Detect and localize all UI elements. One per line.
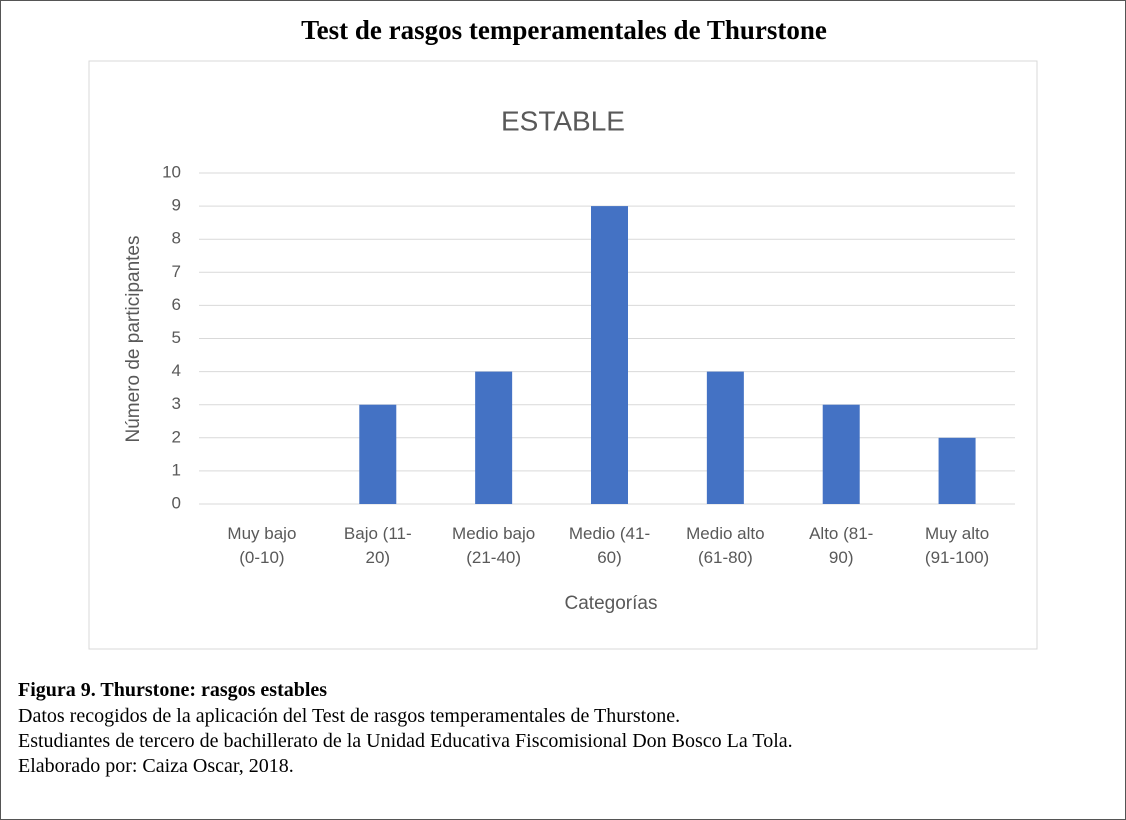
y-tick-label: 9 bbox=[172, 196, 181, 215]
y-tick-label: 10 bbox=[162, 162, 181, 181]
x-tick-label: Muy alto (91-100) bbox=[924, 524, 990, 567]
y-tick-label: 1 bbox=[172, 460, 181, 479]
chart-title: ESTABLE bbox=[501, 105, 625, 136]
y-tick-label: 4 bbox=[172, 361, 181, 380]
y-tick-label: 2 bbox=[172, 427, 181, 446]
x-tick-label: Medio (41-60) bbox=[568, 524, 651, 567]
caption-line: Elaborado por: Caiza Oscar, 2018. bbox=[18, 755, 294, 777]
bar bbox=[706, 371, 744, 504]
bar bbox=[591, 206, 628, 504]
bar bbox=[938, 437, 976, 504]
x-tick-label: Muy bajo (0-10) bbox=[227, 524, 297, 567]
caption-line: Datos recogidos de la aplicación del Tes… bbox=[18, 705, 681, 727]
x-tick-label: Medio bajo (21-40) bbox=[452, 524, 536, 567]
x-tick-label: Bajo (11-20) bbox=[343, 524, 412, 567]
x-axis-title: Categorías bbox=[565, 593, 658, 614]
bar bbox=[475, 371, 513, 504]
y-tick-label: 0 bbox=[172, 493, 181, 512]
x-tick-label: Medio alto (61-80) bbox=[686, 524, 765, 567]
page-title: Test de rasgos temperamentales de Thurst… bbox=[301, 15, 827, 45]
y-tick-label: 8 bbox=[172, 229, 181, 248]
y-tick-label: 3 bbox=[172, 394, 181, 413]
caption-heading: Figura 9. Thurstone: rasgos estables bbox=[18, 679, 328, 701]
y-tick-label: 6 bbox=[172, 295, 181, 314]
chart-frame bbox=[88, 60, 1038, 650]
caption-line: Estudiantes de tercero de bachillerato d… bbox=[18, 730, 793, 752]
y-axis-title: Número de participantes bbox=[123, 236, 144, 443]
x-tick-label: Alto (81-90) bbox=[809, 524, 874, 567]
bar bbox=[359, 404, 397, 504]
bar bbox=[822, 404, 860, 504]
y-tick-label: 5 bbox=[172, 328, 181, 347]
y-tick-label: 7 bbox=[172, 262, 181, 281]
